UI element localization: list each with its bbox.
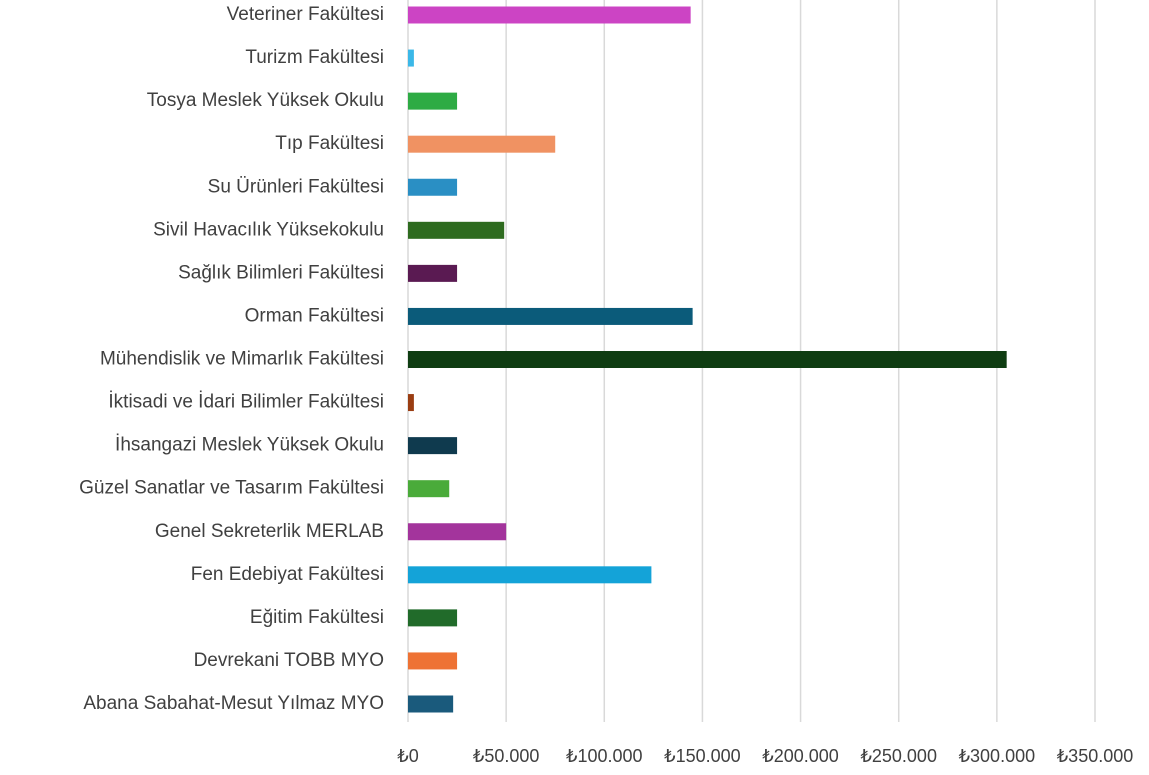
y-tick-label: Turizm Fakültesi — [245, 47, 384, 68]
y-tick-label: Orman Fakültesi — [245, 305, 384, 326]
bar — [408, 652, 458, 670]
y-tick-label: Devrekani TOBB MYO — [194, 650, 384, 671]
bar — [408, 178, 458, 196]
x-tick-label: ₺350.000 — [1057, 746, 1134, 766]
y-tick-label: Sivil Havacılık Yüksekokulu — [153, 219, 384, 240]
x-tick-label: ₺250.000 — [860, 746, 937, 766]
x-tick-label: ₺0 — [397, 746, 418, 766]
y-tick-label: Sağlık Bilimleri Fakültesi — [178, 262, 384, 283]
bar — [408, 49, 414, 67]
bar — [408, 609, 458, 627]
bar — [408, 523, 507, 541]
y-tick-label: Mühendislik ve Mimarlık Fakültesi — [100, 349, 384, 370]
bar — [408, 695, 454, 713]
y-tick-label: İhsangazi Meslek Yüksek Okulu — [115, 435, 384, 456]
y-tick-label: Eğitim Fakültesi — [250, 607, 384, 628]
bar — [408, 307, 693, 325]
x-tick-label: ₺100.000 — [566, 746, 643, 766]
y-tick-label: Tosya Meslek Yüksek Okulu — [147, 90, 384, 111]
y-tick-label: Veteriner Fakültesi — [227, 4, 384, 25]
x-tick-label: ₺300.000 — [959, 746, 1036, 766]
bar — [408, 264, 458, 282]
y-tick-label: Genel Sekreterlik MERLAB — [155, 521, 384, 542]
bar — [408, 221, 505, 239]
bar — [408, 566, 652, 584]
y-tick-label: Su Ürünleri Fakültesi — [208, 176, 384, 197]
bar — [408, 351, 1007, 368]
x-tick-label: ₺50.000 — [473, 746, 540, 766]
y-tick-label: Tıp Fakültesi — [275, 133, 384, 154]
y-tick-label: Abana Sabahat-Mesut Yılmaz MYO — [83, 693, 384, 714]
y-tick-label: Fen Edebiyat Fakültesi — [191, 564, 384, 585]
bar — [408, 135, 556, 153]
bar — [408, 6, 691, 24]
y-tick-label: İktisadi ve İdari Bilimler Fakültesi — [108, 392, 384, 413]
x-tick-label: ₺200.000 — [762, 746, 839, 766]
bar — [408, 480, 450, 498]
y-tick-label: Güzel Sanatlar ve Tasarım Fakültesi — [79, 478, 384, 499]
bar — [408, 437, 458, 455]
bar — [408, 92, 458, 110]
x-tick-label: ₺150.000 — [664, 746, 741, 766]
bar — [408, 394, 414, 412]
